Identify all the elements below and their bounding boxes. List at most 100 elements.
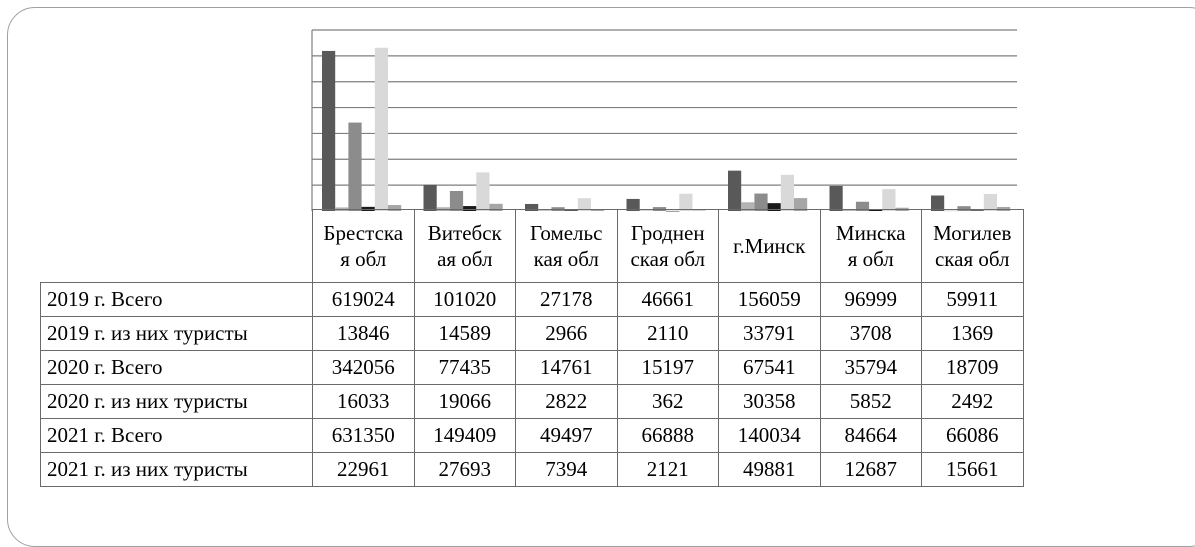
table-cell: 84664 [819,418,922,453]
table-cell: 18709 [921,350,1024,385]
bar-1-0 [423,184,437,211]
category-label: Могилев ская обл [921,209,1024,283]
category-label-line: Минска [835,221,906,245]
series-label: 2019 г. из них туристы [40,316,313,351]
category-label-line: кая обл [533,247,599,271]
table-row: 2020 г. Всего 342056 77435 14761 15197 67541 3… [40,350,1024,385]
table-cell: 96999 [819,282,922,317]
category-label: Витебск ая обл [413,209,516,283]
table-cell: 2822 [515,384,618,419]
table-cell: 49881 [718,452,821,487]
table-cell: 46661 [616,282,719,317]
table-row: 2019 г. Всего 619024 101020 27178 46661 15605… [40,282,1024,317]
bar-4-0 [728,170,742,211]
category-label-line: Гомельс [530,221,603,245]
table-cell: 362 [616,384,719,419]
bar-4-4 [780,174,794,211]
table-cell: 12687 [819,452,922,487]
series-label: 2019 г. Всего [40,282,313,317]
bar-6-5 [997,206,1011,211]
bar-6-4 [983,193,997,211]
table-cell: 13846 [312,316,415,351]
table-header-row: Брестска я обл Витебск ая обл Гомельс кая обл… [41,209,1024,283]
bar-1-5 [489,203,503,211]
category-label-line: я обл [340,247,387,271]
category-label: Гроднен ская обл [616,209,719,283]
table-cell: 140034 [718,418,821,453]
table-cell: 1369 [921,316,1024,351]
table-cell: 631350 [312,418,415,453]
bar-6-2 [957,206,971,211]
category-label: Гомельс кая обл [515,209,618,283]
table-cell: 16033 [312,384,415,419]
table-cell: 14761 [515,350,618,385]
bar-0-2 [348,122,362,211]
table-cell: 30358 [718,384,821,419]
table-corner [41,210,313,283]
bar-5-0 [829,185,843,211]
table-row: 2020 г. из них туристы 16033 19066 2822 362 3… [40,384,1024,419]
category-label-line: г.Минск [733,234,806,258]
table-cell: 3708 [819,316,922,351]
table-cell: 7394 [515,452,618,487]
table-cell: 15661 [921,452,1024,487]
table-cell: 5852 [819,384,922,419]
bar-1-2 [449,190,464,211]
bar-3-4 [679,193,693,211]
table-cell: 2121 [616,452,719,487]
category-label-line: Брестска [323,221,404,245]
table-cell: 67541 [718,350,821,385]
bar-5-2 [855,201,870,211]
table-cell: 77435 [413,350,516,385]
category-label: Брестска я обл [312,209,415,283]
bar-2-4 [577,198,591,211]
category-label-line: я обл [847,247,894,271]
table-cell: 342056 [312,350,415,385]
bar-0-5 [388,205,402,211]
bar-0-4 [374,47,388,211]
table-cell: 22961 [312,452,415,487]
table-cell: 27178 [515,282,618,317]
table-cell: 66086 [921,418,1024,453]
table-cell: 2966 [515,316,618,351]
bar-chart-plot [311,29,1017,212]
category-label: г.Минск [718,209,821,283]
bar-0-3 [361,206,375,211]
bar-2-0 [525,203,539,211]
bar-4-2 [754,193,768,211]
table-cell: 33791 [718,316,821,351]
bar-5-4 [882,189,896,211]
bar-1-4 [476,172,490,211]
category-label-line: Витебск [427,221,502,245]
category-label-line: ая обл [437,247,493,271]
table-row: 2019 г. из них туристы 13846 14589 2966 2110… [40,316,1024,351]
table-cell: 619024 [312,282,415,317]
series-label: 2020 г. из них туристы [40,384,313,419]
bar-0-0 [322,50,336,211]
bar-4-3 [767,203,781,211]
table-cell: 19066 [413,384,516,419]
table-cell: 66888 [616,418,719,453]
category-label-line: ская обл [630,247,706,271]
bar-6-0 [931,195,945,211]
table-cell: 15197 [616,350,719,385]
table-cell: 149409 [413,418,516,453]
table-cell: 35794 [819,350,922,385]
table-cell: 2492 [921,384,1024,419]
category-label-line: Гроднен [630,221,705,245]
series-label: 2020 г. Всего [40,350,313,385]
table-cell: 49497 [515,418,618,453]
table-cell: 14589 [413,316,516,351]
table-row: 2021 г. из них туристы 22961 27693 7394 2121… [40,452,1024,487]
series-label: 2021 г. из них туристы [40,452,313,487]
bar-1-3 [463,206,477,211]
category-label: Минска я обл [819,209,922,283]
table-cell: 2110 [616,316,719,351]
bar-4-1 [741,202,755,211]
table-cell: 156059 [718,282,821,317]
data-table: Брестска я обл Витебск ая обл Гомельс кая обл… [40,209,1024,487]
table-cell: 27693 [413,452,516,487]
bar-3-0 [626,198,640,211]
table-cell: 101020 [413,282,516,317]
table-row: 2021 г. Всего 631350 149409 49497 66888 14003… [40,418,1024,453]
